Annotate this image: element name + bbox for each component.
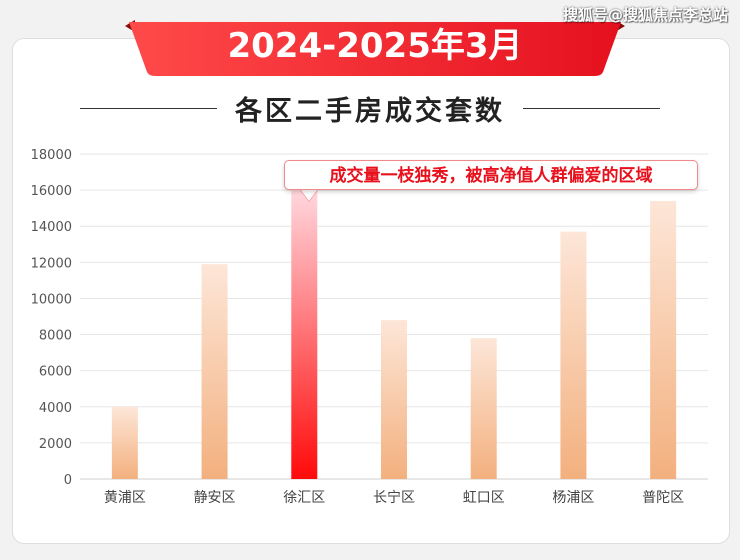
annotation-pointer [300,189,318,201]
x-tick-label: 静安区 [194,490,236,506]
subtitle-left-rule [80,107,217,109]
x-tick-label: 长宁区 [373,489,415,506]
bars [111,188,677,480]
x-tick-label: 虹口区 [463,490,505,506]
annotation-callout: 成交量一枝独秀，被高净值人群偏爱的区域 [284,160,698,190]
bar-5 [470,338,497,479]
y-tick-label: 16000 [31,184,72,199]
subtitle-row: 各区二手房成交套数 [80,88,660,128]
title-banner: 2024-2025年3月 [125,20,625,78]
subtitle-right-rule [523,107,660,109]
y-axis-ticks: 0 2000 4000 6000 8000 10000 12000 14000 16000 180… [31,148,72,488]
watermark: 搜狐号@搜狐焦点李总站 [562,6,728,24]
x-tick-label: 徐汇区 [283,490,325,506]
y-tick-label: 6000 [39,365,72,380]
chart-subtitle: 各区二手房成交套数 [235,95,505,127]
y-tick-label: 2000 [39,437,72,452]
banner-ribbon [125,20,625,76]
y-tick-label: 18000 [31,148,72,163]
x-axis-ticks: 黄浦区 静安区 徐汇区 长宁区 虹口区 杨浦区 普陀区 [104,489,684,506]
bar-4 [381,320,407,479]
bar-3 [291,188,318,480]
x-tick-label: 普陀区 [642,490,684,506]
y-tick-label: 12000 [31,256,72,271]
y-tick-label: 4000 [39,401,72,416]
x-tick-label: 杨浦区 [552,490,594,506]
y-tick-label: 14000 [31,220,72,235]
banner-title: 2024-2025年3月 [227,26,523,66]
y-tick-label: 8000 [39,329,72,344]
x-tick-label: 黄浦区 [104,489,146,506]
bar-6 [560,231,587,479]
bar-1 [111,406,138,479]
y-tick-label: 10000 [31,292,72,307]
bar-7 [650,200,677,479]
bar-2 [201,264,228,479]
y-tick-label: 0 [64,473,72,488]
